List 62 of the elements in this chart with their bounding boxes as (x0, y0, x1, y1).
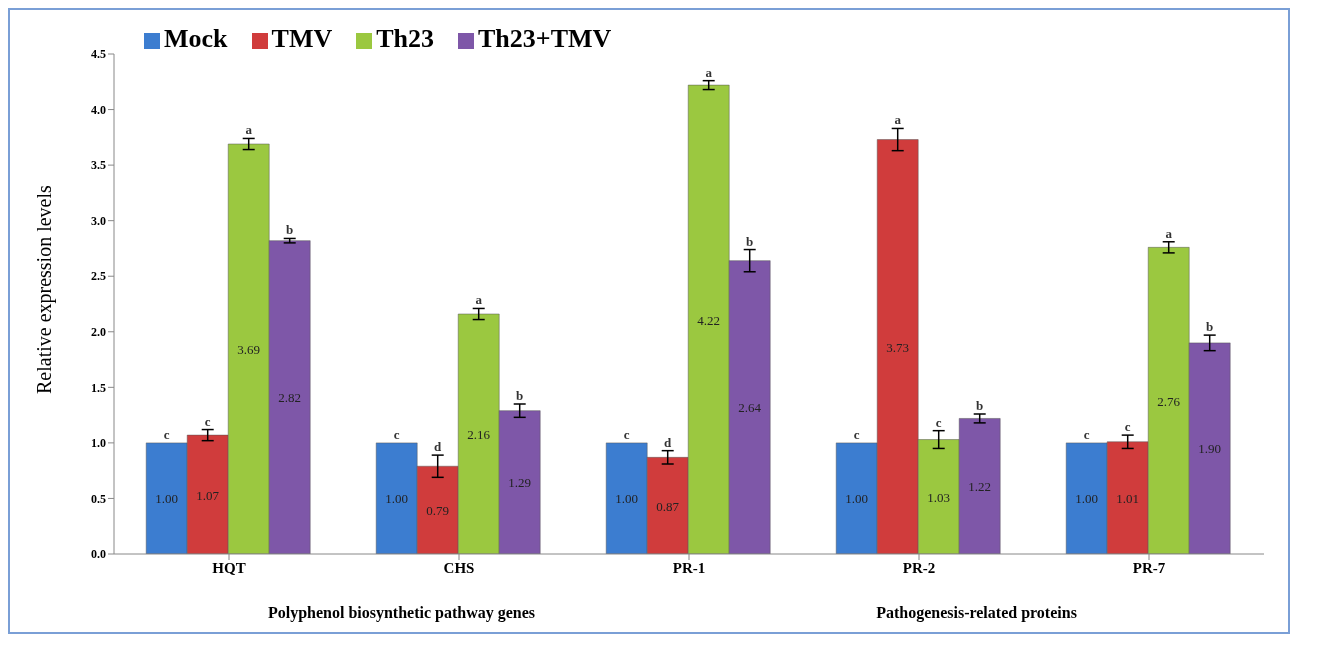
x-tick-label: HQT (212, 559, 246, 576)
text: Pathogenesis-related proteins (875, 604, 1078, 622)
annotation: a (705, 64, 713, 80)
data-label: 2.82 (278, 390, 302, 406)
data-label: 1.01 (1116, 490, 1140, 506)
y-tick-label: 3.0 (91, 213, 106, 228)
annotation: b (516, 388, 524, 403)
y-tick-label: 2.0 (91, 325, 106, 340)
y-tick-label: 1.0 (91, 436, 106, 451)
annotation: a (475, 292, 483, 308)
annotation: c (393, 426, 400, 442)
annotation: b (1206, 319, 1214, 335)
x-tick-label: PR-1 (672, 559, 706, 576)
legend-label: TMV (271, 24, 333, 53)
legend-label: Mock (164, 24, 228, 53)
data-label: 2.16 (467, 427, 491, 442)
text: Polyphenol biosynthetic pathway genes (266, 604, 537, 622)
y-tick-label: 3.5 (91, 158, 106, 173)
data-label: 2.76 (1157, 393, 1181, 409)
annotation: d (664, 434, 673, 450)
y-tick-label: 2.5 (91, 269, 106, 284)
annotation: c (1124, 419, 1131, 435)
data-label: 2.64 (738, 400, 762, 416)
annotation: c (623, 426, 630, 442)
legend-label: Th23+TMV (478, 24, 612, 53)
y-tick-label: 0.0 (91, 547, 106, 562)
y-tick-label: 0.5 (91, 491, 106, 506)
y-tick-label: 4.5 (91, 47, 106, 62)
data-label: 3.73 (886, 339, 910, 355)
data-label: 1.00 (155, 491, 179, 507)
data-label: 1.03 (927, 489, 951, 505)
data-label: 4.22 (697, 312, 721, 328)
annotation: b (286, 222, 294, 238)
legend-label: Th23 (376, 24, 435, 53)
x-tick-label: PR-2 (902, 559, 936, 576)
data-label: 1.00 (615, 491, 639, 507)
y-axis-title: Relative expression levels (33, 184, 57, 394)
data-label: 1.90 (1198, 441, 1222, 457)
annotation: b (746, 233, 754, 249)
data-label: 0.87 (656, 498, 680, 514)
annotation: c (204, 413, 211, 429)
data-label: 1.22 (968, 479, 992, 495)
data-label: 0.79 (426, 503, 450, 519)
annotation: d (434, 439, 443, 455)
data-label: 1.29 (508, 475, 532, 491)
data-label: 1.07 (196, 487, 220, 503)
annotation: c (853, 426, 860, 442)
annotation: c (1083, 426, 1090, 442)
x-tick-label: CHS (443, 559, 475, 576)
annotation: c (935, 414, 942, 430)
data-label: 1.00 (845, 491, 869, 507)
data-label: 1.00 (385, 491, 409, 507)
annotation: b (976, 398, 984, 413)
annotation: c (163, 426, 170, 442)
annotation: a (894, 112, 902, 128)
data-label: 3.69 (237, 342, 261, 357)
annotation: a (1165, 225, 1173, 241)
annotation: a (245, 122, 253, 138)
data-label: 1.00 (1075, 491, 1099, 507)
x-tick-label: PR-7 (1132, 559, 1166, 576)
y-tick-label: 1.5 (91, 380, 106, 395)
y-tick-label: 4.0 (91, 102, 106, 117)
